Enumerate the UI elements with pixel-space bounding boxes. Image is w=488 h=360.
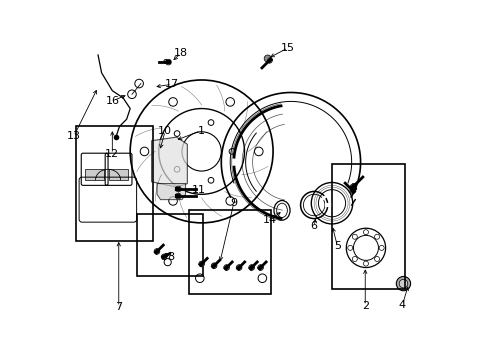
Circle shape bbox=[211, 263, 217, 269]
Circle shape bbox=[349, 184, 355, 190]
Polygon shape bbox=[157, 184, 185, 200]
Circle shape bbox=[165, 59, 171, 65]
Polygon shape bbox=[151, 137, 187, 187]
Circle shape bbox=[175, 186, 181, 192]
Circle shape bbox=[198, 261, 204, 267]
Text: 10: 10 bbox=[158, 126, 172, 136]
Text: 2: 2 bbox=[361, 301, 368, 311]
Circle shape bbox=[257, 265, 263, 270]
Bar bbox=[84, 168, 104, 180]
Text: 8: 8 bbox=[167, 252, 175, 262]
Text: 14: 14 bbox=[263, 215, 277, 225]
Circle shape bbox=[398, 279, 407, 288]
Bar bbox=[189, 210, 271, 294]
Circle shape bbox=[248, 265, 254, 270]
Text: 7: 7 bbox=[115, 302, 122, 312]
Bar bbox=[76, 126, 152, 241]
Circle shape bbox=[154, 249, 160, 254]
Text: 13: 13 bbox=[66, 131, 81, 141]
Text: 12: 12 bbox=[105, 149, 119, 159]
Circle shape bbox=[395, 276, 410, 291]
Text: 6: 6 bbox=[310, 221, 317, 231]
Circle shape bbox=[175, 193, 181, 199]
Text: 17: 17 bbox=[164, 79, 179, 89]
Circle shape bbox=[264, 55, 271, 62]
Circle shape bbox=[266, 58, 272, 63]
Text: 4: 4 bbox=[398, 300, 405, 310]
Circle shape bbox=[161, 254, 166, 260]
Text: 9: 9 bbox=[230, 198, 237, 208]
Bar bbox=[331, 164, 405, 289]
Text: 3: 3 bbox=[349, 183, 356, 193]
Bar bbox=[137, 214, 203, 276]
Text: 16: 16 bbox=[106, 96, 120, 106]
Text: 11: 11 bbox=[191, 185, 205, 195]
Text: 1: 1 bbox=[197, 126, 204, 136]
Circle shape bbox=[224, 265, 229, 270]
Bar bbox=[108, 168, 128, 180]
Circle shape bbox=[349, 188, 355, 194]
Text: 5: 5 bbox=[333, 241, 340, 251]
Text: 18: 18 bbox=[174, 48, 187, 58]
Circle shape bbox=[236, 265, 242, 270]
Circle shape bbox=[163, 59, 168, 64]
Text: 15: 15 bbox=[281, 43, 294, 53]
